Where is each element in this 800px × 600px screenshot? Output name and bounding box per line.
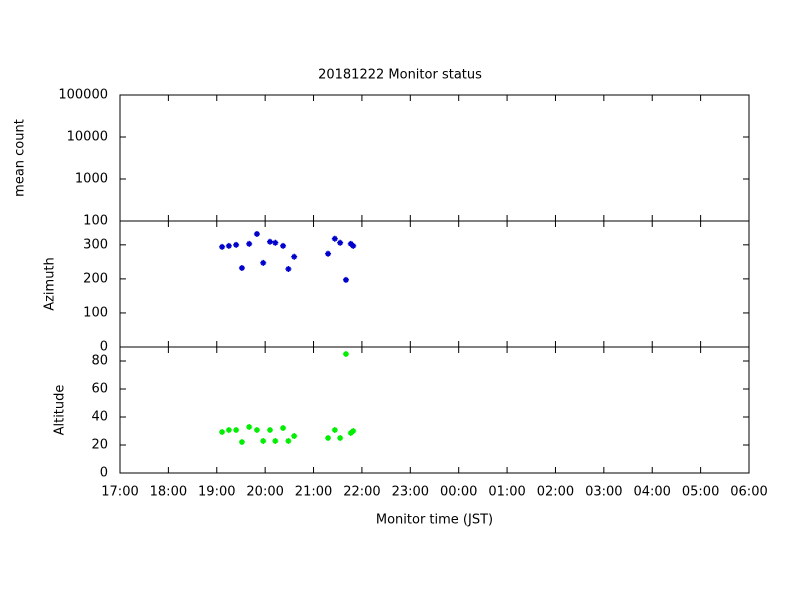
x-tick-label: 20:00	[246, 485, 283, 500]
x-tick-label: 02:00	[537, 485, 574, 500]
point	[272, 437, 279, 444]
point	[347, 240, 354, 247]
point	[325, 435, 332, 441]
x-tick-label: 04:00	[633, 485, 670, 500]
point	[225, 427, 232, 434]
point	[331, 427, 338, 434]
point	[285, 266, 292, 273]
point	[225, 242, 232, 249]
y-tick-label: 10000	[67, 130, 108, 145]
y-tick-label: 40	[91, 410, 108, 425]
point	[342, 351, 349, 357]
point	[325, 250, 332, 257]
plot-frame	[119, 346, 750, 474]
y-axis-label: mean count	[13, 119, 28, 197]
point	[260, 437, 267, 444]
x-tick-label: 23:00	[392, 485, 429, 500]
point	[291, 433, 298, 440]
point	[350, 242, 357, 249]
y-tick-label: 0	[100, 340, 108, 355]
x-tick-label: 17:00	[101, 485, 138, 500]
y-tick-label: 100000	[58, 88, 108, 103]
point	[331, 235, 338, 242]
y-tick-label: 60	[91, 382, 108, 397]
point	[337, 239, 344, 246]
x-tick-label: 21:00	[295, 485, 332, 500]
x-tick-label: 01:00	[488, 485, 525, 500]
x-tick-label: 06:00	[730, 485, 767, 500]
x-tick-label: 22:00	[343, 485, 380, 500]
x-tick-label: 00:00	[440, 485, 477, 500]
y-axis-label: Azimuth	[43, 257, 58, 311]
x-tick-label: 19:00	[198, 485, 235, 500]
x-tick-label: 18:00	[150, 485, 187, 500]
point	[219, 428, 226, 435]
x-tick-label: 05:00	[682, 485, 719, 500]
point	[246, 240, 253, 247]
y-tick-label: 200	[83, 271, 108, 286]
point	[238, 439, 245, 446]
point	[238, 264, 245, 271]
point	[280, 242, 287, 249]
point	[246, 423, 253, 430]
y-tick-label: 80	[91, 354, 108, 369]
point	[260, 259, 267, 266]
y-tick-label: 100	[83, 305, 108, 320]
point	[233, 427, 240, 434]
y-tick-label: 1000	[75, 172, 108, 187]
point	[253, 427, 260, 434]
chart-title: 20181222 Monitor status	[318, 68, 482, 83]
point	[233, 241, 240, 248]
x-tick-label: 03:00	[585, 485, 622, 500]
point	[266, 427, 273, 434]
point	[272, 239, 279, 246]
point	[266, 238, 273, 245]
point	[285, 437, 292, 444]
point	[253, 230, 260, 237]
point	[347, 429, 354, 436]
point	[291, 253, 298, 260]
point	[337, 435, 344, 441]
y-tick-label: 300	[83, 237, 108, 252]
point	[350, 428, 357, 434]
y-tick-label: 100	[83, 214, 108, 229]
y-tick-label: 0	[100, 466, 108, 481]
y-axis-label: Altitude	[53, 385, 68, 436]
point	[219, 243, 226, 250]
point	[342, 276, 349, 283]
x-axis-label: Monitor time (JST)	[376, 513, 493, 528]
y-tick-label: 20	[91, 438, 108, 453]
point	[280, 425, 287, 432]
